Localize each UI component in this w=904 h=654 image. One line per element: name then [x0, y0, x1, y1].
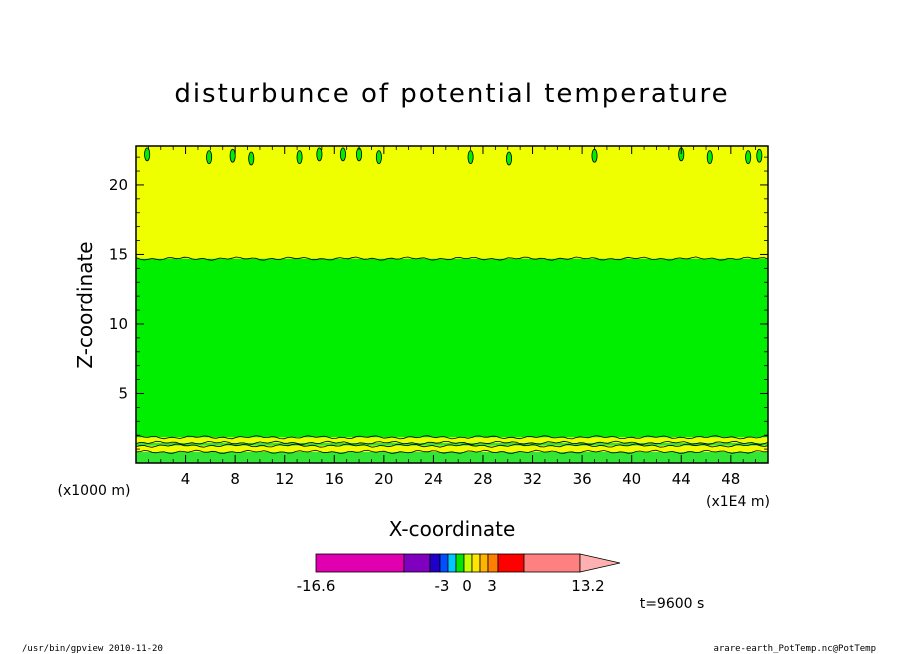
blob-14	[745, 150, 752, 165]
colorbar-segment	[315, 553, 405, 573]
y-unit-label: (x1000 m)	[58, 483, 131, 499]
time-label: t=9600 s	[640, 596, 705, 612]
band-3	[136, 437, 768, 443]
x-tick-label: 44	[672, 470, 691, 488]
temperature-bands	[135, 146, 769, 463]
blob-8	[375, 150, 382, 165]
x-tick-label: 4	[181, 470, 191, 488]
x-tick-label: 8	[230, 470, 240, 488]
blob-0	[144, 147, 151, 162]
blob-9	[467, 150, 474, 165]
colorbar-segment	[455, 553, 465, 573]
footer-left: /usr/bin/gpview 2010-11-20	[22, 644, 163, 654]
colorbar	[315, 553, 621, 573]
blob-15	[756, 148, 763, 163]
contour-line-1	[135, 449, 769, 454]
blob-11	[591, 148, 598, 163]
band-4	[136, 258, 768, 438]
contour-line-3	[135, 440, 769, 445]
colorbar-arrow	[579, 553, 621, 573]
plot-frame	[135, 145, 769, 464]
band-2	[136, 442, 768, 446]
x-tick-label: 40	[622, 470, 641, 488]
x-tick-label: 20	[374, 470, 393, 488]
y-axis-ticks: 5 10 15 20	[109, 156, 768, 450]
colorbar-labels: -16.6 -3 0 3 13.2	[297, 577, 605, 595]
blob-1	[206, 150, 213, 165]
colorbar-segment	[497, 553, 525, 573]
colorbar-segment	[471, 553, 481, 573]
colorbar-label: 3	[487, 577, 497, 595]
x-axis-label: X-coordinate	[389, 517, 516, 541]
x-tick-label: 12	[275, 470, 294, 488]
blob-10	[506, 151, 513, 166]
blob-2	[229, 148, 236, 163]
x-tick-label: 16	[325, 470, 344, 488]
x-tick-label: 32	[523, 470, 542, 488]
blob-13	[706, 150, 713, 165]
band-0	[136, 451, 768, 463]
contour-line-5	[135, 256, 769, 261]
contour-blobs	[144, 147, 763, 166]
chart-title: disturbunce of potential temperature	[174, 79, 729, 109]
blob-3	[248, 151, 255, 166]
band-1	[136, 445, 768, 452]
contour-line-4	[135, 435, 769, 440]
y-tick-label: 5	[118, 384, 128, 402]
contour-line-2	[135, 443, 769, 448]
x-tick-label: 36	[573, 470, 592, 488]
y-tick-label: 10	[109, 315, 128, 333]
colorbar-segment	[447, 553, 457, 573]
y-tick-label: 15	[109, 245, 128, 263]
colorbar-segment	[523, 553, 581, 573]
x-tick-label: 48	[721, 470, 740, 488]
colorbar-label: 0	[462, 577, 472, 595]
colorbar-segment	[479, 553, 489, 573]
colorbar-segment	[439, 553, 449, 573]
blob-6	[339, 147, 346, 162]
colorbar-segment	[487, 553, 499, 573]
colorbar-label: 13.2	[571, 577, 604, 595]
x-unit-label: (x1E4 m)	[706, 494, 770, 510]
colorbar-segment	[429, 553, 441, 573]
x-tick-label: 28	[473, 470, 492, 488]
colorbar-segment	[403, 553, 431, 573]
blob-4	[296, 150, 303, 165]
x-tick-label: 24	[424, 470, 443, 488]
colorbar-label: -16.6	[297, 577, 336, 595]
y-axis-label: Z-coordinate	[73, 241, 97, 368]
y-tick-label: 20	[109, 176, 128, 194]
blob-5	[316, 147, 323, 162]
footer-right: arare-earth_PotTemp.nc@PotTemp	[713, 644, 876, 654]
x-axis-ticks: 4 8 12 16 20 24 28 32 36 40 44 48	[147, 146, 757, 488]
colorbar-segment	[463, 553, 473, 573]
colorbar-label: -3	[435, 577, 450, 595]
band-5	[136, 146, 768, 259]
